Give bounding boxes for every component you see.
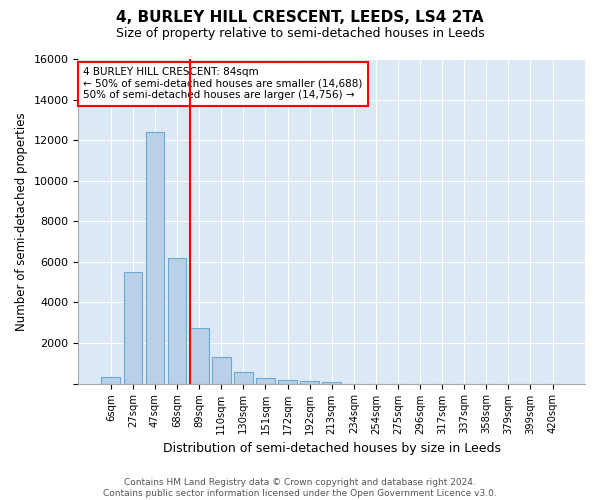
Text: 4, BURLEY HILL CRESCENT, LEEDS, LS4 2TA: 4, BURLEY HILL CRESCENT, LEEDS, LS4 2TA: [116, 10, 484, 25]
Text: Size of property relative to semi-detached houses in Leeds: Size of property relative to semi-detach…: [116, 28, 484, 40]
Bar: [167, 258, 187, 384]
Bar: [234, 372, 253, 384]
Y-axis label: Number of semi-detached properties: Number of semi-detached properties: [15, 112, 28, 330]
X-axis label: Distribution of semi-detached houses by size in Leeds: Distribution of semi-detached houses by …: [163, 442, 501, 455]
Text: Contains HM Land Registry data © Crown copyright and database right 2024.
Contai: Contains HM Land Registry data © Crown c…: [103, 478, 497, 498]
Bar: [146, 132, 164, 384]
Text: 4 BURLEY HILL CRESCENT: 84sqm
← 50% of semi-detached houses are smaller (14,688): 4 BURLEY HILL CRESCENT: 84sqm ← 50% of s…: [83, 67, 363, 100]
Bar: [256, 378, 275, 384]
Bar: [190, 328, 209, 384]
Bar: [322, 382, 341, 384]
Bar: [300, 381, 319, 384]
Bar: [278, 380, 297, 384]
Bar: [101, 378, 120, 384]
Bar: [124, 272, 142, 384]
Bar: [212, 357, 230, 384]
